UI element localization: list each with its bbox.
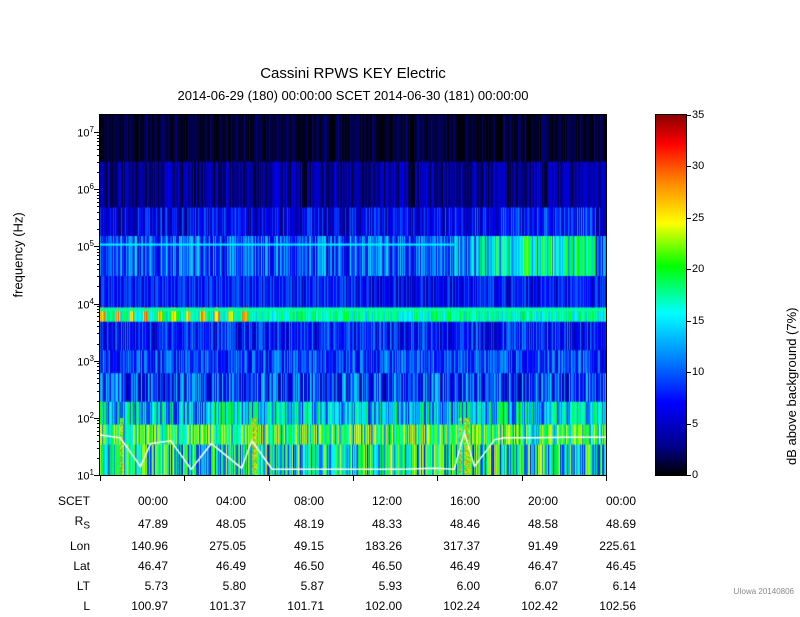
colorbar-canvas (656, 115, 686, 475)
y-axis-tick: 101 (60, 468, 94, 483)
colorbar-tick: 35 (692, 109, 704, 121)
y-axis-tick: 106 (60, 182, 94, 197)
table-cell: 46.47 (486, 557, 562, 575)
table-cell: 275.05 (174, 537, 250, 555)
colorbar-tick: 15 (692, 315, 704, 327)
table-cell: 16:00 (408, 492, 484, 510)
data-table: SCET00:0004:0008:0012:0016:0020:0000:00R… (38, 490, 642, 617)
table-cell: 00:00 (96, 492, 172, 510)
table-cell: 5.93 (330, 577, 406, 595)
table-cell: 102.42 (486, 597, 562, 615)
colorbar-tick: 5 (692, 418, 698, 430)
table-cell: 48.33 (330, 512, 406, 535)
figure-container: Cassini RPWS KEY Electric 2014-06-29 (18… (0, 0, 800, 600)
table-cell: 102.00 (330, 597, 406, 615)
table-cell: 48.69 (564, 512, 640, 535)
colorbar-label: dB above background (7%) (785, 308, 800, 466)
spectrogram-canvas (100, 115, 606, 475)
table-cell: 102.56 (564, 597, 640, 615)
colorbar (656, 115, 686, 475)
table-cell: 100.97 (96, 597, 172, 615)
table-cell: 20:00 (486, 492, 562, 510)
table-cell: 00:00 (564, 492, 640, 510)
table-cell: 46.50 (330, 557, 406, 575)
colorbar-tick: 0 (692, 469, 698, 481)
colorbar-tick: 20 (692, 263, 704, 275)
table-cell: 6.07 (486, 577, 562, 595)
table-cell: 101.71 (252, 597, 328, 615)
chart-subtitle: 2014-06-29 (180) 00:00:00 SCET 2014-06-3… (100, 88, 606, 103)
table-cell: 46.45 (564, 557, 640, 575)
table-cell: 91.49 (486, 537, 562, 555)
table-cell: 47.89 (96, 512, 172, 535)
table-cell: 225.61 (564, 537, 640, 555)
spectrogram-plot (100, 115, 606, 475)
watermark: UIowa 20140806 (734, 587, 795, 596)
table-row-label: LT (40, 577, 94, 595)
table-cell: 140.96 (96, 537, 172, 555)
table-cell: 183.26 (330, 537, 406, 555)
colorbar-tick: 30 (692, 160, 704, 172)
table-row-label: RS (40, 512, 94, 535)
table-cell: 46.47 (96, 557, 172, 575)
table-cell: 48.46 (408, 512, 484, 535)
table-cell: 317.37 (408, 537, 484, 555)
table-cell: 48.58 (486, 512, 562, 535)
table-cell: 46.49 (408, 557, 484, 575)
table-cell: 6.00 (408, 577, 484, 595)
table-cell: 49.15 (252, 537, 328, 555)
table-cell: 5.87 (252, 577, 328, 595)
table-row-label: Lat (40, 557, 94, 575)
table-cell: 46.50 (252, 557, 328, 575)
table-cell: 101.37 (174, 597, 250, 615)
y-axis-label: frequency (Hz) (11, 212, 26, 297)
table-cell: 04:00 (174, 492, 250, 510)
y-axis-tick: 104 (60, 297, 94, 312)
table-cell: 08:00 (252, 492, 328, 510)
table-row-label: L (40, 597, 94, 615)
table-row-label: SCET (40, 492, 94, 510)
table-row-label: Lon (40, 537, 94, 555)
table-cell: 6.14 (564, 577, 640, 595)
table-cell: 48.05 (174, 512, 250, 535)
y-axis-tick: 103 (60, 354, 94, 369)
table-cell: 46.49 (174, 557, 250, 575)
table-cell: 102.24 (408, 597, 484, 615)
table-cell: 48.19 (252, 512, 328, 535)
y-axis-tick: 105 (60, 239, 94, 254)
table-cell: 5.80 (174, 577, 250, 595)
y-axis-tick: 102 (60, 411, 94, 426)
colorbar-tick: 25 (692, 212, 704, 224)
y-axis-tick: 107 (60, 125, 94, 140)
table-cell: 12:00 (330, 492, 406, 510)
chart-title: Cassini RPWS KEY Electric (100, 65, 606, 82)
table-cell: 5.73 (96, 577, 172, 595)
colorbar-tick: 10 (692, 366, 704, 378)
